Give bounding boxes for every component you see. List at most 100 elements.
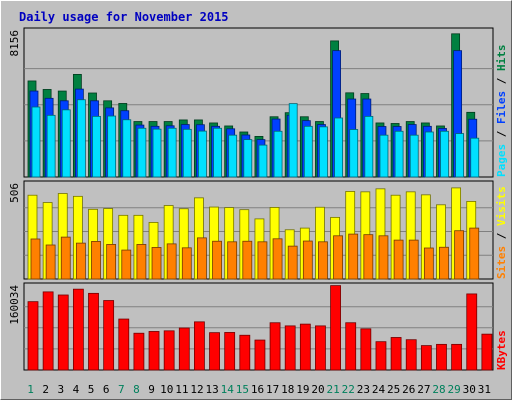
bar-kbytes-day-27	[420, 345, 432, 371]
x-tick-label-9: 9	[148, 383, 155, 396]
bar-sites-day-29	[454, 230, 465, 280]
x-tick-label-30: 30	[463, 383, 476, 396]
bar-pages-day-3	[61, 109, 71, 178]
bar-kbytes-day-19	[299, 323, 311, 371]
bar-sites-day-2	[45, 244, 56, 280]
bar-pages-day-2	[46, 114, 56, 178]
bar-kbytes-day-1	[27, 301, 39, 371]
bar-kbytes-day-9	[148, 331, 160, 371]
ymax-label: 506	[8, 183, 21, 203]
bar-pages-day-7	[122, 119, 132, 178]
x-tick-label-23: 23	[357, 383, 370, 396]
bar-sites-day-26	[408, 239, 419, 280]
bar-kbytes-day-16	[254, 339, 266, 371]
x-tick-label-16: 16	[251, 383, 264, 396]
bar-pages-day-16	[258, 144, 268, 178]
bar-kbytes-day-8	[133, 332, 145, 371]
bar-sites-day-28	[439, 246, 449, 280]
bar-sites-day-6	[106, 244, 117, 280]
x-tick-label-21: 21	[327, 383, 340, 396]
bar-pages-day-22	[349, 129, 359, 178]
bar-sites-day-17	[272, 238, 283, 280]
x-tick-label-28: 28	[432, 383, 445, 396]
legend-entry-sites: Sites	[495, 246, 508, 279]
bar-kbytes-day-12	[194, 321, 205, 371]
panel-visits-sites: 506 Sites / Visits	[8, 180, 508, 280]
bar-pages-day-13	[213, 127, 222, 178]
bar-sites-day-21	[333, 235, 343, 280]
bar-pages-day-23	[364, 115, 374, 178]
bar-sites-day-11	[181, 247, 192, 280]
bar-sites-day-19	[302, 240, 313, 280]
bar-kbytes-day-3	[57, 294, 69, 371]
bar-kbytes-day-2	[42, 291, 54, 371]
legend-visits-sites: Sites / Visits	[495, 186, 508, 279]
x-tick-label-10: 10	[160, 383, 173, 396]
bar-pages-day-18	[288, 103, 298, 178]
x-tick-label-1: 1	[27, 383, 34, 396]
x-tick-label-14: 14	[221, 383, 235, 396]
bar-sites-day-14	[227, 241, 238, 280]
legend-entry-files: Files	[495, 91, 508, 124]
bar-kbytes-day-7	[118, 318, 130, 371]
x-tick-label-6: 6	[103, 383, 110, 396]
bar-sites-day-12	[197, 237, 207, 280]
x-tick-label-25: 25	[387, 383, 400, 396]
bar-kbytes-day-4	[72, 288, 84, 371]
bar-kbytes-day-26	[405, 339, 417, 371]
bar-kbytes-day-11	[178, 327, 190, 371]
x-tick-label-27: 27	[417, 383, 430, 396]
bar-kbytes-day-25	[390, 337, 402, 371]
bar-pages-day-29	[455, 133, 465, 178]
bar-sites-day-3	[60, 236, 71, 280]
legend-separator: /	[495, 124, 508, 144]
x-tick-label-12: 12	[190, 383, 203, 396]
ymax-label: 8156	[8, 30, 21, 57]
bar-pages-day-11	[182, 128, 192, 178]
legend-entry-kbytes: KBytes	[495, 330, 508, 370]
legend-entry-pages: Pages	[495, 144, 508, 177]
panel-hits-files-pages: 8156 Pages / Files / Hits	[8, 27, 508, 178]
legend-separator: /	[495, 226, 508, 246]
bar-sites-day-30	[469, 227, 480, 280]
bar-sites-day-10	[166, 243, 177, 280]
bar-pages-day-8	[137, 127, 147, 178]
bar-pages-day-25	[394, 130, 404, 178]
x-tick-label-2: 2	[42, 383, 49, 396]
bar-pages-day-15	[243, 139, 253, 178]
bar-sites-day-18	[287, 245, 298, 280]
bar-kbytes-day-13	[209, 332, 220, 371]
bar-sites-day-8	[136, 244, 147, 280]
x-tick-label-11: 11	[175, 383, 188, 396]
bar-kbytes-day-29	[451, 343, 463, 371]
bar-kbytes-day-24	[375, 341, 387, 371]
bar-pages-day-4	[76, 99, 86, 178]
bar-sites-day-20	[318, 241, 328, 280]
bar-pages-day-12	[198, 130, 207, 178]
x-tick-label-26: 26	[402, 383, 415, 396]
x-tick-label-17: 17	[266, 383, 279, 396]
x-tick-label-18: 18	[281, 383, 294, 396]
legend-kbytes: KBytes	[495, 330, 508, 370]
bar-sites-day-9	[151, 247, 162, 280]
x-tick-label-7: 7	[118, 383, 125, 396]
ymax-label: 160034	[8, 285, 21, 325]
bar-kbytes-day-15	[239, 334, 251, 371]
bar-sites-day-24	[378, 235, 389, 280]
bar-pages-day-17	[273, 130, 283, 178]
bar-sites-day-25	[393, 239, 404, 280]
x-tick-label-19: 19	[296, 383, 309, 396]
x-tick-label-3: 3	[58, 383, 65, 396]
x-tick-label-22: 22	[342, 383, 355, 396]
bar-pages-day-1	[31, 106, 41, 178]
legend-entry-visits: Visits	[495, 186, 508, 226]
bar-sites-day-7	[121, 249, 132, 280]
bar-kbytes-day-6	[103, 300, 115, 371]
bar-pages-day-21	[334, 117, 343, 178]
bar-pages-day-6	[107, 115, 117, 178]
bar-pages-day-24	[379, 134, 389, 178]
bar-kbytes-day-22	[345, 322, 357, 371]
bar-kbytes-day-28	[436, 343, 447, 371]
